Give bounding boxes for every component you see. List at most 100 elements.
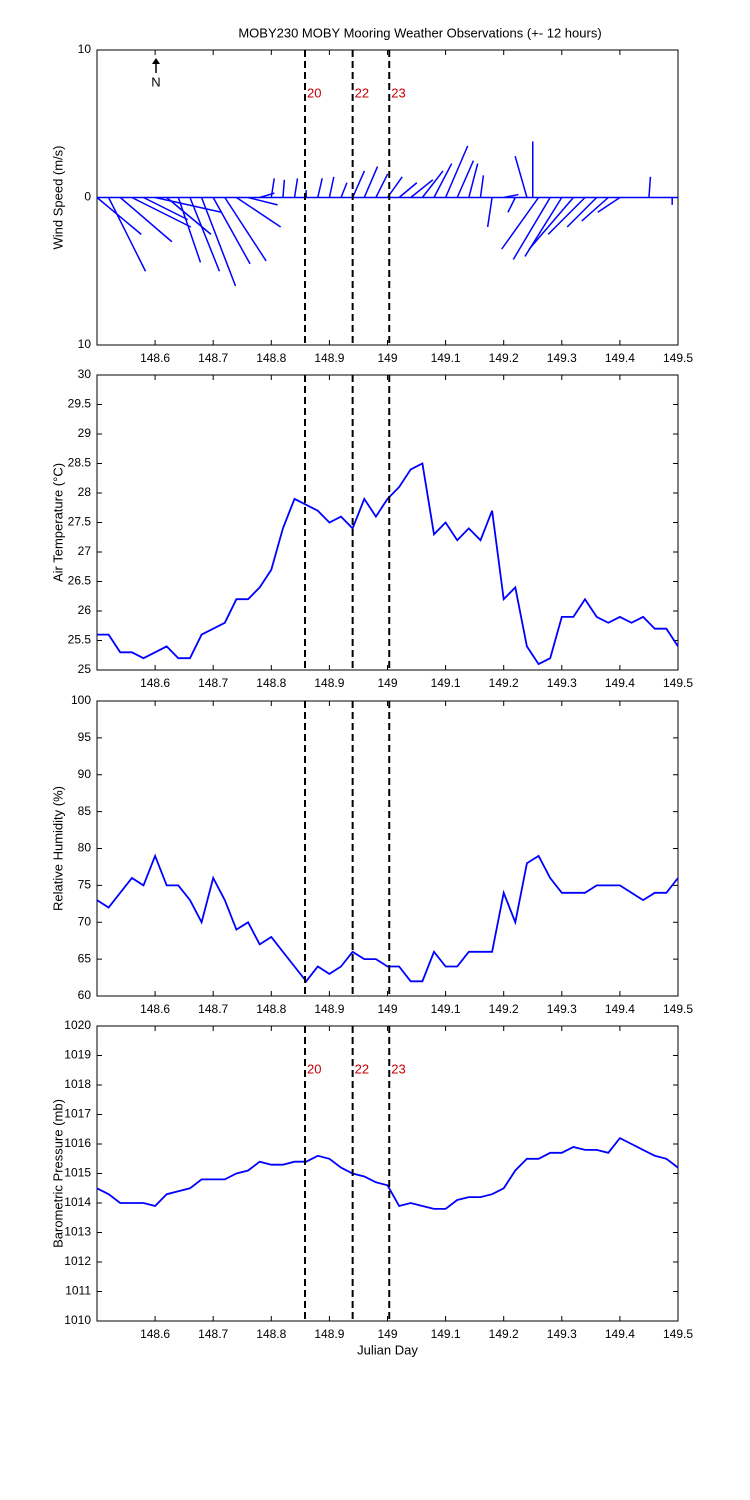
wind-stick <box>514 155 528 198</box>
wind-stick <box>512 197 551 260</box>
wind-stick <box>131 196 192 228</box>
wind-stick <box>340 182 348 198</box>
x-tick-label: 149.2 <box>489 351 519 365</box>
data-line <box>96 853 679 983</box>
y-axis-label: Barometric Pressure (mb) <box>50 1099 65 1248</box>
wind-stick <box>398 182 418 199</box>
y-axis-label: Wind Speed (m/s) <box>50 145 65 249</box>
x-tick-label: 149.3 <box>547 1002 577 1016</box>
y-tick-label: 1020 <box>64 1018 91 1032</box>
y-tick-label: 0 <box>84 190 91 204</box>
wind-stick <box>503 193 519 199</box>
wind-stick <box>375 173 389 198</box>
x-tick-label: 148.8 <box>256 1002 286 1016</box>
wind-stick <box>293 178 299 198</box>
y-tick-label: 1012 <box>64 1254 91 1268</box>
wind-stick <box>189 197 221 272</box>
y-tick-label: 1019 <box>64 1048 91 1062</box>
y-tick-label: 1017 <box>64 1107 91 1121</box>
wind-stick <box>528 197 574 250</box>
y-tick-label: 10 <box>78 42 92 56</box>
y-tick-label: 1010 <box>64 1313 91 1327</box>
wind-stick <box>486 197 493 228</box>
x-tick-label: 148.7 <box>198 676 228 690</box>
y-tick-label: 75 <box>78 878 92 892</box>
wind-stick <box>270 178 275 198</box>
y-tick-label: 95 <box>78 730 92 744</box>
wind-stick <box>177 197 202 263</box>
event-label: 20 <box>307 1061 321 1076</box>
wind-stick <box>597 196 621 213</box>
y-tick-label: 1011 <box>65 1284 91 1298</box>
y-tick-label: 1018 <box>64 1077 91 1091</box>
x-tick-label: 149 <box>377 676 397 690</box>
y-tick-label: 80 <box>78 841 92 855</box>
wind-stick <box>444 145 469 198</box>
wind-stick <box>317 178 323 198</box>
wind-stick <box>166 196 212 235</box>
y-tick-label: 28 <box>78 485 92 499</box>
x-tick-label: 148.9 <box>314 676 344 690</box>
x-tick-label: 149.3 <box>547 1327 577 1341</box>
wind-stick <box>96 196 142 235</box>
wind-stick <box>282 179 286 198</box>
wind-stick <box>456 160 475 198</box>
wind-stick <box>154 196 222 213</box>
axes-box <box>96 700 679 997</box>
wind-stick <box>247 196 278 206</box>
y-tick-label: 27 <box>78 544 92 558</box>
wind-stick <box>421 170 444 198</box>
x-tick-label: 148.9 <box>314 1002 344 1016</box>
event-label: 20 <box>307 85 321 100</box>
wind-stick <box>119 196 173 243</box>
x-tick-label: 149.1 <box>431 1002 461 1016</box>
x-tick-label: 148.8 <box>256 1327 286 1341</box>
wind-stick <box>507 197 516 213</box>
wind-stick <box>479 175 485 198</box>
y-tick-label: 90 <box>78 767 92 781</box>
wind-stick <box>212 197 251 265</box>
x-tick-label: 149.3 <box>547 676 577 690</box>
wind-stick <box>363 166 379 198</box>
x-tick-label: 148.8 <box>256 351 286 365</box>
x-tick-label: 148.9 <box>314 1327 344 1341</box>
wind-stick <box>581 196 609 222</box>
y-tick-label: 30 <box>78 367 92 381</box>
wind-stick <box>200 197 237 287</box>
x-tick-label: 149.5 <box>663 1002 693 1016</box>
wind-stick <box>143 196 189 221</box>
event-label: 23 <box>391 1061 405 1076</box>
north-label: N <box>151 74 160 89</box>
wind-stick <box>351 170 366 198</box>
y-tick-label: 1016 <box>64 1136 91 1150</box>
x-tick-label: 148.6 <box>140 351 170 365</box>
y-axis-label: Air Temperature (°C) <box>50 463 65 582</box>
y-tick-label: 1014 <box>64 1195 91 1209</box>
x-tick-label: 149 <box>377 1327 397 1341</box>
y-tick-label: 25.5 <box>68 633 92 647</box>
wind-stick <box>566 196 598 228</box>
y-tick-label: 85 <box>78 804 92 818</box>
x-tick-label: 149 <box>377 351 397 365</box>
wind-stick <box>433 163 453 198</box>
x-tick-label: 149.3 <box>547 351 577 365</box>
data-line <box>96 1136 679 1210</box>
x-tick-label: 149.4 <box>605 676 635 690</box>
wind-stick <box>236 196 282 228</box>
x-tick-label: 149.1 <box>431 1327 461 1341</box>
x-tick-label: 149.4 <box>605 351 635 365</box>
x-tick-label: 149.2 <box>489 1327 519 1341</box>
x-tick-label: 149.5 <box>663 676 693 690</box>
x-tick-label: 148.6 <box>140 676 170 690</box>
y-tick-label: 28.5 <box>68 456 92 470</box>
x-tick-label: 149.2 <box>489 676 519 690</box>
y-tick-label: 27.5 <box>68 515 92 529</box>
y-tick-label: 1015 <box>64 1166 91 1180</box>
y-tick-label: 1013 <box>64 1225 91 1239</box>
x-axis-label: Julian Day <box>357 1342 418 1357</box>
y-tick-label: 26 <box>78 603 92 617</box>
wind-stick <box>468 163 479 198</box>
y-tick-label: 70 <box>78 914 92 928</box>
